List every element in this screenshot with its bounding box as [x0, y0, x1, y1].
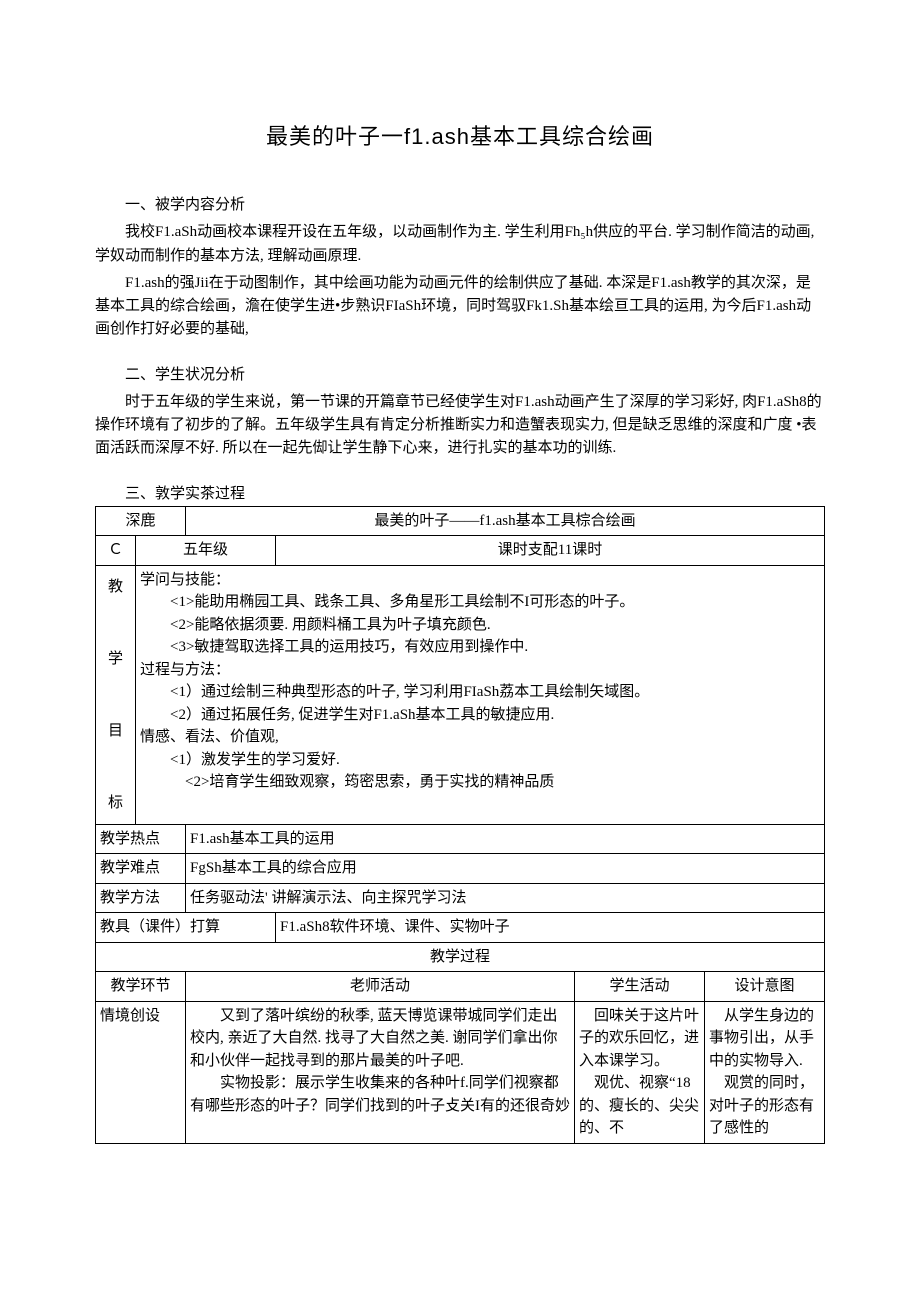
cell-diff-value: FgSh基本工具的综合应用 — [186, 854, 825, 884]
table-row: 教学方法 任务驱动法' 讲解演示法、向主探咒学习法 — [96, 883, 825, 913]
section-3-head: 三、敦学实茶过程 — [95, 483, 825, 506]
cell-env: 情境创设 — [96, 1001, 186, 1143]
obj-emo-2: <2>培育学生细致观察，筠密思索，勇于实找的精神品质 — [140, 771, 820, 794]
table-row: 教学难点 FgSh基本工具的综合应用 — [96, 854, 825, 884]
obj-know-2: <2>能略依据须要. 用颜料桶工具为叶子填充颜色. — [140, 614, 820, 637]
section-1-p2: F1.ash的强Jii在于动图制作，其中绘画功能为动画元件的绘制供应了基础. 本… — [95, 272, 825, 342]
obj-proc-head: 过程与方法： — [140, 659, 820, 682]
table-row: 深鹿 最美的叶子——f1.ash基本工具棕合绘画 — [96, 506, 825, 536]
cell-student: 回味关于这片叶子的欢乐回忆，进入本课学习。 观优、视察“18的、瘦长的、尖尖的、… — [575, 1001, 705, 1143]
table-row: 教学环节 老师活动 学生活动 设计意图 — [96, 972, 825, 1002]
cell-hot-value: F1.ash基本工具的运用 — [186, 824, 825, 854]
table-row: 教 学 目 标 学问与技能： <1>能助用椭园工具、践条工具、多角星形工具绘制不… — [96, 565, 825, 824]
obj-proc-1: <1）通过绘制三种典型形态的叶子, 学习利用FIaSh荔本工具绘制矢域图。 — [140, 681, 820, 704]
cell-grade-stub: Ｃ — [96, 536, 136, 566]
cell-meth-value: 任务驱动法' 讲解演示法、向主探咒学习法 — [186, 883, 825, 913]
cell-grade: 五年级 — [136, 536, 276, 566]
table-row: 教学热点 F1.ash基本工具的运用 — [96, 824, 825, 854]
cell-tool-value: F1.aSh8软件环境、课件、实物叶子 — [276, 913, 825, 943]
section-2-head: 二、学生状况分析 — [95, 364, 825, 387]
cell-design: 从学生身边的事物引出，从手中的实物导入. 观赏的同时，对叶子的形态有了感性的 — [705, 1001, 825, 1143]
cell-meth-label: 教学方法 — [96, 883, 186, 913]
cell-objectives-label: 教 学 目 标 — [96, 565, 136, 824]
obj-know-1: <1>能助用椭园工具、践条工具、多角星形工具绘制不I可形态的叶子。 — [140, 591, 820, 614]
cell-col-design: 设计意图 — [705, 972, 825, 1002]
page-title: 最美的叶子一f1.ash基本工具综合绘画 — [95, 120, 825, 154]
cell-hot-label: 教学热点 — [96, 824, 186, 854]
table-row: 教具（课件）打算 F1.aSh8软件环境、课件、实物叶子 — [96, 913, 825, 943]
table-row: 教学过程 — [96, 942, 825, 972]
section-1-p1: 我校F1.aSh动画校本课程开设在五年级，以动画制作为主. 学生利用Fh₅h供应… — [95, 221, 825, 268]
obj-emo-1: <1）激发学生的学习爱好. — [140, 749, 820, 772]
obj-proc-2: <2）通过拓展任务, 促进学生对F1.aSh基本工具的敏捷应用. — [140, 704, 820, 727]
cell-diff-label: 教学难点 — [96, 854, 186, 884]
cell-teacher: 又到了落叶缤纷的秋季, 蓝天博览课带城同学们走出校内, 亲近了大自然. 找寻了大… — [186, 1001, 575, 1143]
cell-topic-value: 最美的叶子——f1.ash基本工具棕合绘画 — [186, 506, 825, 536]
table-row: Ｃ 五年级 课时支配11课时 — [96, 536, 825, 566]
cell-col-student: 学生活动 — [575, 972, 705, 1002]
section-1-head: 一、被学内容分析 — [95, 194, 825, 217]
obj-know-3: <3>敏捷驾取选择工具的运用技巧，有效应用到操作中. — [140, 636, 820, 659]
cell-hours: 课时支配11课时 — [276, 536, 825, 566]
cell-proc-head: 教学过程 — [96, 942, 825, 972]
cell-objectives: 学问与技能： <1>能助用椭园工具、践条工具、多角星形工具绘制不I可形态的叶子。… — [136, 565, 825, 824]
section-1: 一、被学内容分析 我校F1.aSh动画校本课程开设在五年级，以动画制作为主. 学… — [95, 194, 825, 342]
obj-know-head: 学问与技能： — [140, 569, 820, 592]
cell-topic-label: 深鹿 — [96, 506, 186, 536]
lesson-table: 深鹿 最美的叶子——f1.ash基本工具棕合绘画 Ｃ 五年级 课时支配11课时 … — [95, 506, 825, 1144]
cell-col-teacher: 老师活动 — [186, 972, 575, 1002]
cell-tool-label: 教具（课件）打算 — [96, 913, 276, 943]
cell-col-env: 教学环节 — [96, 972, 186, 1002]
section-2-p1: 时于五年级的学生来说，第一节课的开篇章节已经使学生对F1.ash动画产生了深厚的… — [95, 391, 825, 461]
table-row: 情境创设 又到了落叶缤纷的秋季, 蓝天博览课带城同学们走出校内, 亲近了大自然.… — [96, 1001, 825, 1143]
obj-emo-head: 情感、看法、价值观, — [140, 726, 820, 749]
section-2: 二、学生状况分析 时于五年级的学生来说，第一节课的开篇章节已经使学生对F1.as… — [95, 364, 825, 461]
